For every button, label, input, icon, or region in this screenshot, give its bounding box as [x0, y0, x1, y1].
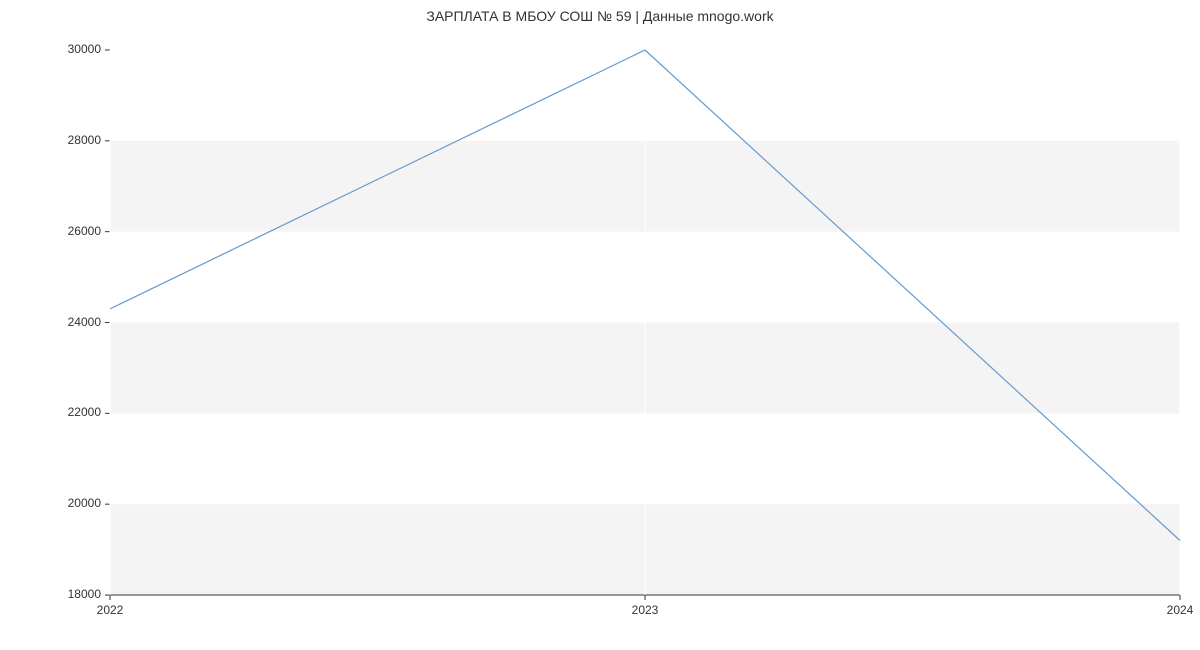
y-tick-label: 18000 [68, 587, 101, 601]
salary-line-chart: ЗАРПЛАТА В МБОУ СОШ № 59 | Данные mnogo.… [0, 0, 1200, 650]
x-tick-label: 2022 [97, 603, 124, 617]
y-tick-label: 22000 [68, 405, 101, 419]
chart-title: ЗАРПЛАТА В МБОУ СОШ № 59 | Данные mnogo.… [0, 8, 1200, 24]
y-tick-label: 20000 [68, 496, 101, 510]
x-tick-label: 2024 [1167, 603, 1194, 617]
x-tick-label: 2023 [632, 603, 659, 617]
y-tick-label: 24000 [68, 315, 101, 329]
y-tick-label: 26000 [68, 224, 101, 238]
y-tick-label: 30000 [68, 42, 101, 56]
y-tick-label: 28000 [68, 133, 101, 147]
chart-plot [110, 50, 1180, 595]
